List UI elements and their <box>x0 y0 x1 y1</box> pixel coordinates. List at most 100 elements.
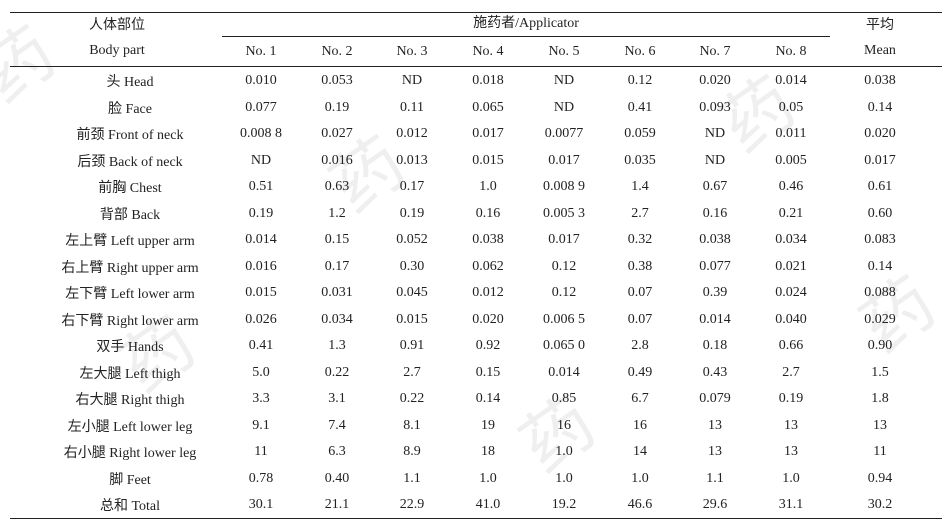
table-cell: 0.19 <box>399 205 425 221</box>
table-cell: 0.040 <box>775 311 807 327</box>
row-body-part: 脸 Face <box>108 101 152 117</box>
table-cell: 0.43 <box>702 364 728 380</box>
table-cell: 0.12 <box>551 258 577 274</box>
table-cell: 2.7 <box>631 205 649 221</box>
table-cell: 0.16 <box>475 205 501 221</box>
header-mean-en: Mean <box>864 43 896 58</box>
row-mean: 0.61 <box>867 179 893 194</box>
table-cell: 0.010 <box>245 73 277 88</box>
row-mean: 0.029 <box>864 311 896 327</box>
table-cell: 0.034 <box>321 311 353 327</box>
table-cell: 1.0 <box>479 470 497 486</box>
table-cell: 0.016 <box>321 152 353 168</box>
header-applicator-1: No. 1 <box>245 44 277 59</box>
table-cell: 0.077 <box>245 99 277 115</box>
table-cell: 0.008 8 <box>240 126 282 141</box>
table-cell: 2.8 <box>631 338 649 353</box>
table-cell: 0.013 <box>396 152 428 168</box>
table-cell: 0.052 <box>396 232 428 247</box>
table-cell: 8.9 <box>403 444 421 459</box>
header-body-part-zh: 人体部位 <box>89 18 145 33</box>
row-body-part: 右下臂 Right lower arm <box>61 313 199 329</box>
table-cell: 14 <box>633 444 647 459</box>
table-cell: 7.4 <box>328 417 346 433</box>
table-cell: 41.0 <box>475 497 501 512</box>
header-applicator-7: No. 7 <box>699 44 731 59</box>
table-cell: ND <box>250 152 272 168</box>
table-cell: 1.3 <box>328 338 346 353</box>
row-body-part: 后颈 Back of neck <box>77 154 183 170</box>
table-cell: ND <box>401 73 423 88</box>
table-cell: 0.027 <box>321 126 353 141</box>
table-cell: 0.038 <box>699 232 731 247</box>
row-mean: 30.2 <box>867 497 893 512</box>
row-body-part: 左下臂 Left lower arm <box>65 287 195 302</box>
table-cell: 0.012 <box>472 285 504 300</box>
table-cell: 0.39 <box>702 285 728 300</box>
table-cell: 0.30 <box>399 258 425 274</box>
table-cell: 0.014 <box>548 364 580 380</box>
table-cell: ND <box>553 73 575 88</box>
table-cell: 0.008 9 <box>543 179 585 194</box>
table-cell: 0.011 <box>775 126 807 141</box>
row-body-part: 右上臂 Right upper arm <box>61 260 199 276</box>
table-cell: 8.1 <box>403 417 421 433</box>
row-body-part: 头 Head <box>106 75 154 90</box>
table-cell: 0.16 <box>702 205 728 221</box>
table-cell: 6.7 <box>631 391 649 406</box>
row-body-part: 左上臂 Left upper arm <box>65 234 195 249</box>
table-cell: 0.63 <box>324 179 350 194</box>
table-cell: 0.32 <box>627 232 653 247</box>
table-cell: 0.11 <box>400 99 424 115</box>
row-body-part: 右大腿 Right thigh <box>75 393 185 408</box>
table-cell: 0.07 <box>627 311 653 327</box>
table-cell: 18 <box>481 444 495 459</box>
header-mean-zh: 平均 <box>866 18 894 33</box>
table-cell: 2.7 <box>782 364 800 380</box>
table-cell: 0.053 <box>321 73 353 88</box>
table-cell: 0.065 0 <box>543 338 585 353</box>
table-cell: 1.1 <box>403 470 421 486</box>
table-cell: 0.020 <box>472 311 504 327</box>
header-applicator-2: No. 2 <box>321 44 353 59</box>
table-cell: 0.18 <box>702 338 728 353</box>
table-cell: 0.0077 <box>544 126 584 141</box>
table-cell: 0.40 <box>324 470 350 486</box>
table-cell: 0.51 <box>248 179 274 194</box>
table-cell: 0.22 <box>324 364 350 380</box>
row-mean: 0.088 <box>864 285 896 300</box>
table-cell: 0.015 <box>245 285 277 300</box>
bottom-rule <box>10 518 942 520</box>
table-cell: 1.2 <box>328 205 346 221</box>
table-cell: 0.41 <box>627 99 653 115</box>
table-cell: 0.006 5 <box>543 311 585 327</box>
table-cell: 19.2 <box>551 497 577 512</box>
table-cell: 0.065 <box>472 99 504 115</box>
table-cell: 0.85 <box>551 391 577 406</box>
table-cell: 0.005 <box>775 152 807 168</box>
table-cell: 16 <box>557 417 571 433</box>
row-mean: 0.14 <box>867 258 893 274</box>
table-cell: 1.0 <box>555 470 573 486</box>
table-cell: 0.38 <box>627 258 653 274</box>
table-cell: 0.46 <box>778 179 804 194</box>
row-mean: 0.94 <box>867 470 893 486</box>
header-body-part-en: Body part <box>89 43 145 58</box>
row-mean: 11 <box>873 444 887 459</box>
table-cell: 0.024 <box>775 285 807 300</box>
table-cell: 0.67 <box>702 179 728 194</box>
table-cell: 0.035 <box>624 152 656 168</box>
header-applicator: 施药者/Applicator <box>473 16 579 31</box>
table-cell: 0.034 <box>775 232 807 247</box>
applicator-rule <box>222 36 830 37</box>
table-cell: 1.0 <box>782 470 800 486</box>
table-cell: 0.17 <box>399 179 425 194</box>
table-cell: 0.05 <box>778 99 804 115</box>
table-cell: 11 <box>254 444 268 459</box>
table-cell: 29.6 <box>702 497 728 512</box>
table-cell: 0.093 <box>699 99 731 115</box>
table-cell: 0.07 <box>627 285 653 300</box>
table-cell: 0.91 <box>399 338 425 353</box>
table-cell: 0.15 <box>324 232 350 247</box>
row-body-part: 左大腿 Left thigh <box>79 366 181 382</box>
